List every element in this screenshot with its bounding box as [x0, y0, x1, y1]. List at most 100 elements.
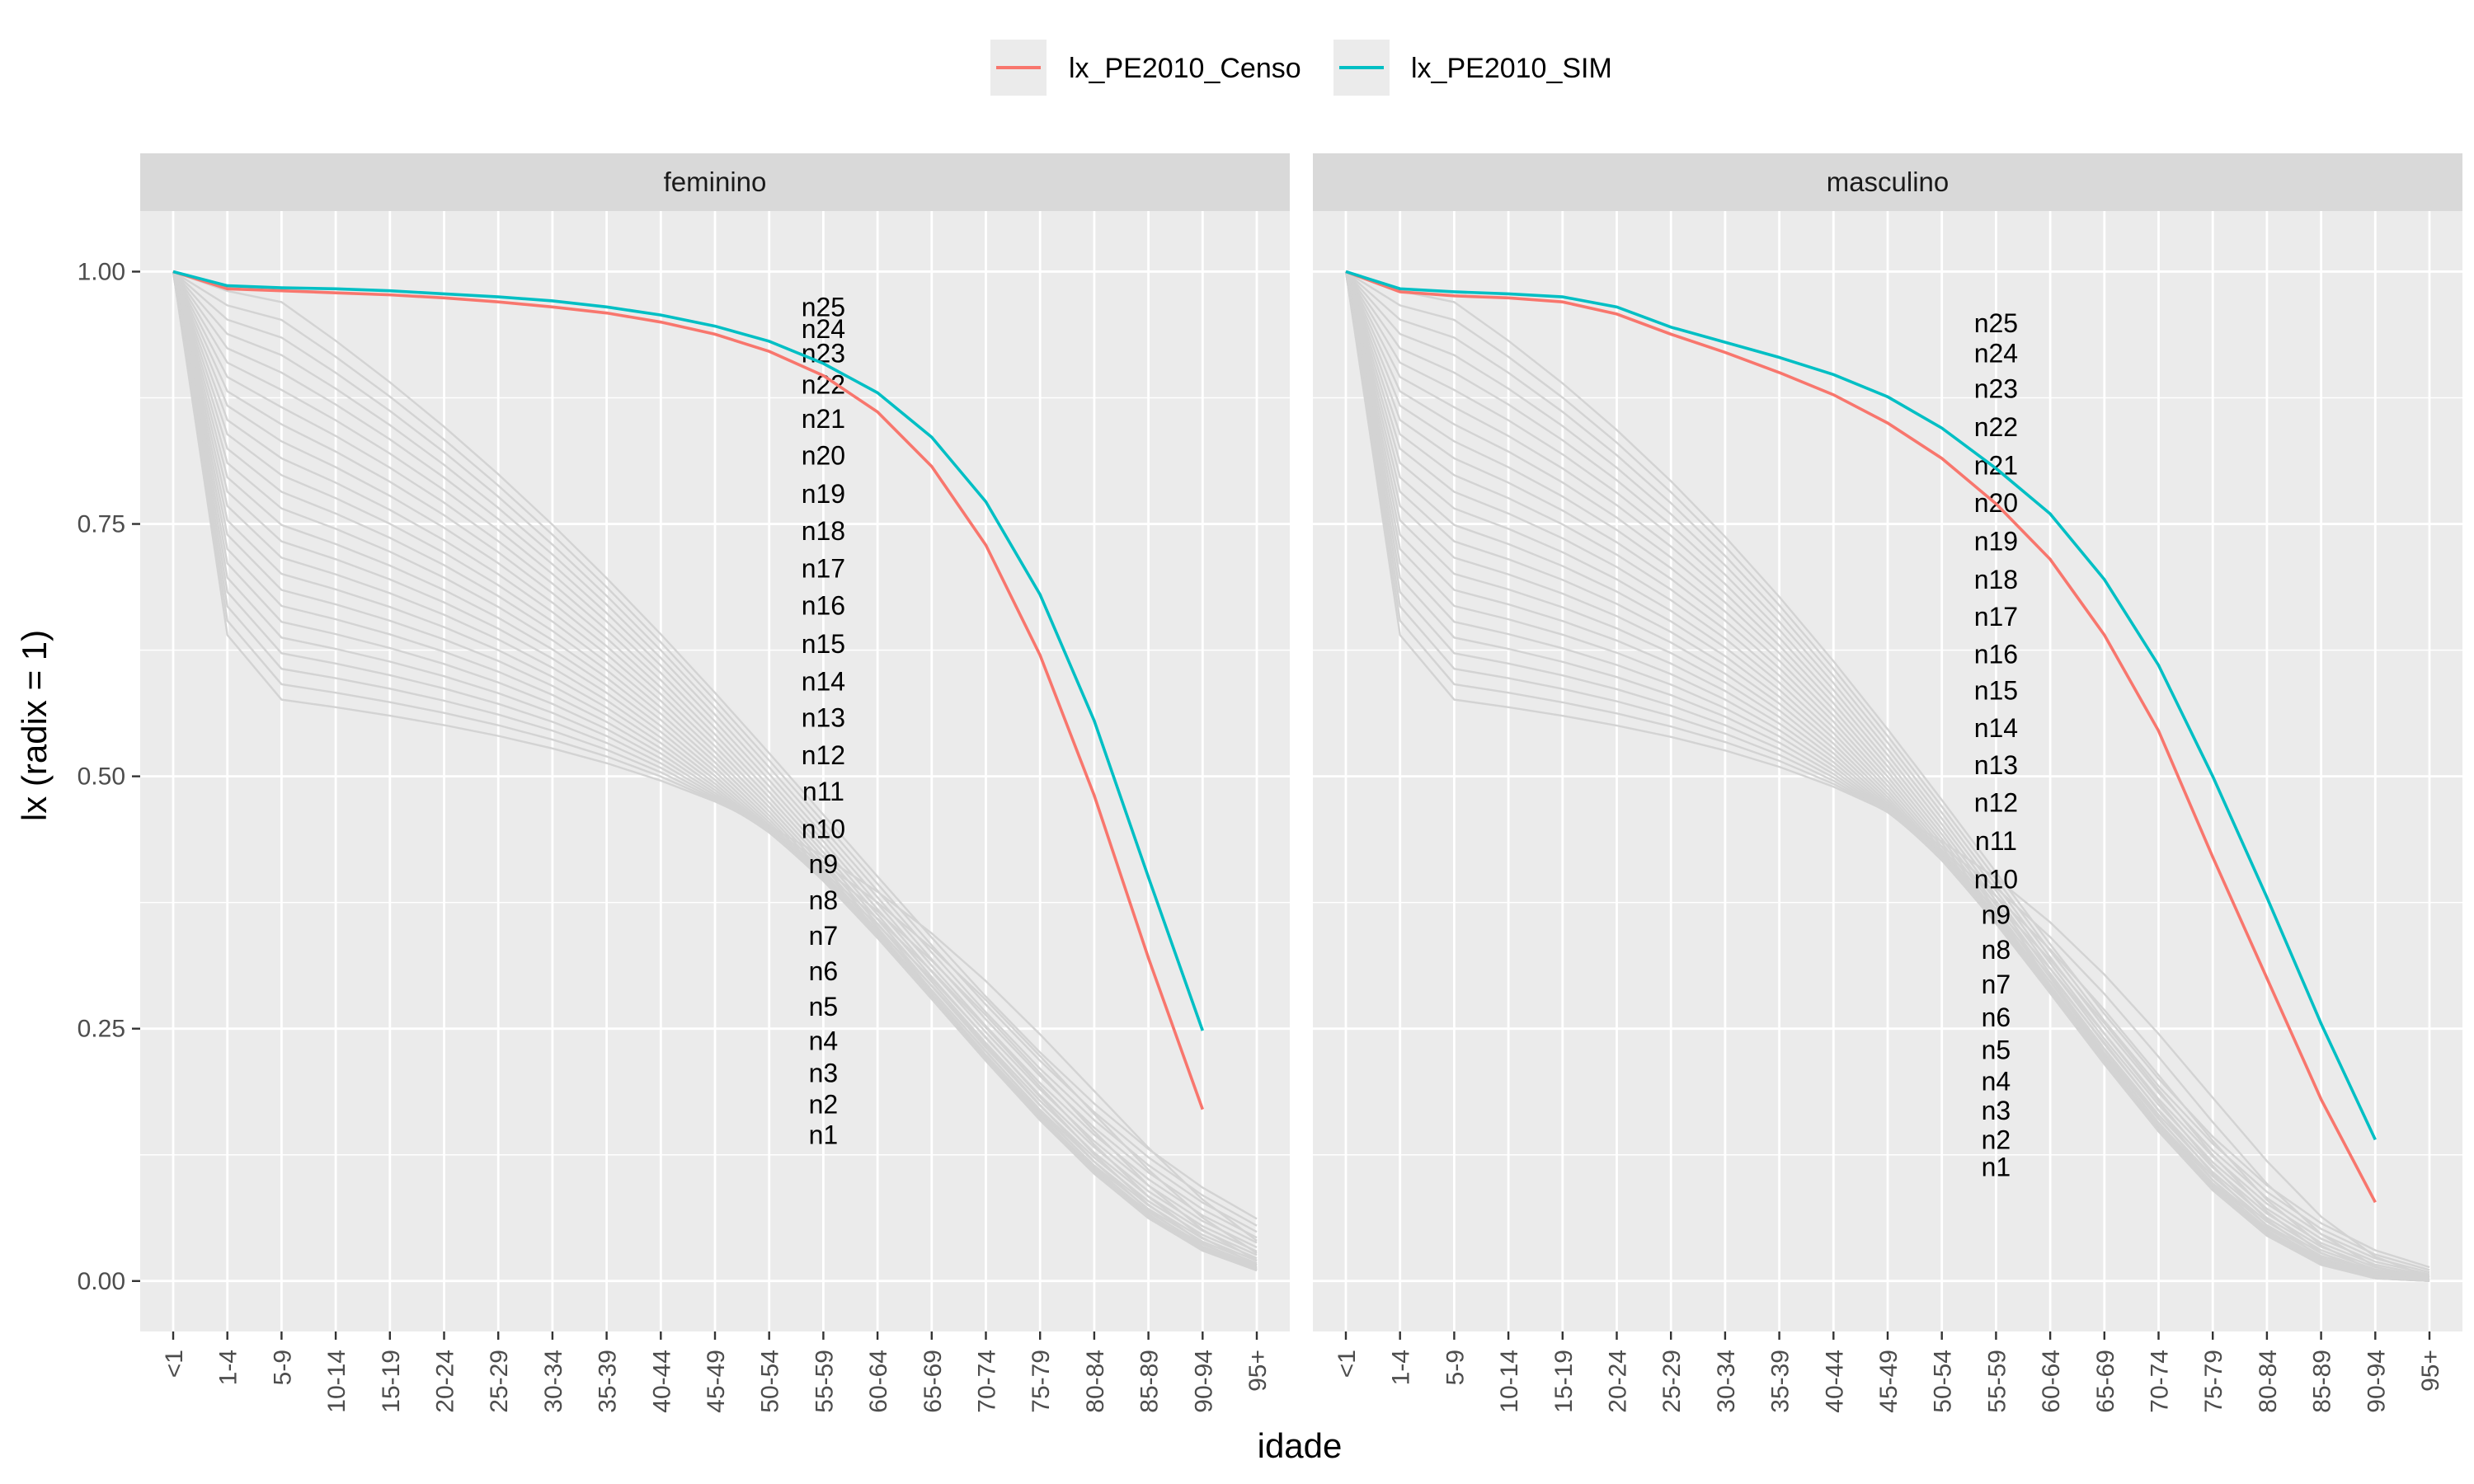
reference-label-n21: n21 [1974, 451, 2018, 481]
reference-label-n9: n9 [809, 849, 839, 879]
reference-label-n24: n24 [1974, 339, 2018, 369]
reference-line-n25 [172, 270, 1258, 1220]
legend-label-sim: lx_PE2010_SIM [1411, 53, 1612, 84]
reference-line-n13 [172, 271, 1258, 1268]
reference-label-n15: n15 [1974, 676, 2018, 706]
reference-line-n17 [172, 271, 1258, 1260]
reference-label-n17: n17 [802, 553, 845, 583]
x-tick-label: 10-14 [323, 1350, 350, 1413]
reference-label-n2: n2 [809, 1090, 839, 1120]
y-tick-label: 0.25 [78, 1016, 125, 1043]
reference-line-n13 [1344, 271, 2430, 1282]
x-tick-label: 5-9 [1442, 1350, 1469, 1385]
reference-line-n19 [172, 270, 1258, 1252]
reference-line-n6 [172, 271, 1258, 1270]
reference-line-n12 [172, 271, 1258, 1270]
x-tick-label: 45-49 [703, 1350, 730, 1413]
reference-label-n19: n19 [802, 479, 845, 509]
reference-label-n7: n7 [1982, 970, 2011, 999]
x-tick-label: 30-34 [540, 1350, 567, 1413]
reference-line-n16 [172, 271, 1258, 1262]
reference-label-n1: n1 [809, 1120, 839, 1149]
reference-label-n2: n2 [1982, 1125, 2011, 1154]
x-tick-label: 15-19 [378, 1350, 405, 1413]
reference-line-n25 [1345, 270, 2430, 1269]
reference-label-n24: n24 [802, 314, 845, 344]
reference-label-n12: n12 [1974, 787, 2018, 817]
reference-line-n15 [172, 271, 1258, 1265]
x-tick-label: 25-29 [1658, 1350, 1686, 1413]
reference-line-n23 [172, 270, 1258, 1233]
x-tick-label: 65-69 [920, 1350, 947, 1413]
y-tick-label: 0.00 [78, 1268, 125, 1295]
reference-line-n20 [172, 270, 1258, 1248]
reference-line-n16 [1344, 271, 2430, 1281]
reference-label-n16: n16 [802, 591, 845, 621]
x-tick-label: 45-49 [1875, 1350, 1903, 1413]
reference-label-n6: n6 [809, 956, 839, 986]
facet-title: masculino [1827, 167, 1950, 197]
reference-line-n17 [1344, 271, 2430, 1281]
reference-label-n8: n8 [1982, 935, 2011, 965]
x-tick-label: 15-19 [1550, 1350, 1578, 1413]
reference-label-n7: n7 [809, 921, 839, 951]
series-lx_PE2010_Censo [1345, 270, 2377, 1204]
x-tick-label: 50-54 [1930, 1350, 1957, 1413]
reference-label-n20: n20 [802, 440, 845, 470]
x-tick-label: 65-69 [2092, 1350, 2119, 1413]
y-tick-label: 0.50 [78, 763, 125, 791]
x-tick-label: 5-9 [269, 1350, 296, 1385]
reference-line-n19 [1344, 270, 2430, 1280]
x-tick-label: 25-29 [486, 1350, 513, 1413]
reference-label-n18: n18 [1974, 565, 2018, 594]
reference-label-n18: n18 [802, 516, 845, 546]
x-tick-label: 95+ [1244, 1350, 1272, 1392]
series-lx_PE2010_Censo [172, 270, 1204, 1111]
reference-label-n12: n12 [802, 740, 845, 770]
reference-line-n23 [1345, 270, 2430, 1274]
reference-label-n3: n3 [1982, 1096, 2011, 1125]
reference-line-n14 [172, 271, 1258, 1266]
reference-label-n6: n6 [1982, 1003, 2011, 1032]
reference-line-n24 [172, 270, 1258, 1227]
x-tick-label: 30-34 [1713, 1350, 1740, 1413]
x-tick-label: 35-39 [595, 1350, 622, 1413]
reference-line-n3 [172, 271, 1258, 1261]
series-lx_PE2010_SIM [172, 270, 1204, 1031]
x-tick-label: 90-94 [2363, 1350, 2390, 1413]
reference-label-n11: n11 [802, 777, 844, 806]
x-tick-label: 70-74 [974, 1350, 1001, 1413]
x-tick-label: 20-24 [1605, 1350, 1632, 1413]
reference-label-n25: n25 [802, 292, 845, 322]
x-tick-label: 70-74 [2147, 1350, 2174, 1413]
legend-label-censo: lx_PE2010_Censo [1069, 53, 1301, 84]
x-tick-label: <1 [161, 1350, 188, 1378]
reference-line-n18 [172, 270, 1258, 1256]
reference-label-n9: n9 [1982, 899, 2011, 929]
x-tick-label: 95+ [2417, 1350, 2444, 1392]
y-tick-label: 0.75 [78, 511, 125, 538]
x-tick-label: 85-89 [1136, 1350, 1164, 1413]
x-tick-label: <1 [1333, 1350, 1361, 1378]
facet-strip [1313, 153, 2462, 211]
reference-label-n23: n23 [1974, 373, 2018, 403]
facet-title: feminino [664, 167, 767, 197]
y-tick-label: 1.00 [78, 258, 125, 285]
facet-strip [140, 153, 1290, 211]
x-tick-label: 85-89 [2309, 1350, 2336, 1413]
x-tick-label: 10-14 [1496, 1350, 1523, 1413]
reference-label-n14: n14 [1974, 713, 2018, 743]
x-axis-title: idade [1258, 1426, 1343, 1465]
y-axis-title: lx (radix = 1) [15, 630, 54, 821]
reference-label-n10: n10 [802, 814, 845, 843]
reference-label-n10: n10 [1974, 865, 2018, 895]
reference-label-n17: n17 [1974, 602, 2018, 632]
x-tick-label: 55-59 [811, 1350, 838, 1413]
x-tick-label: 50-54 [757, 1350, 784, 1413]
reference-label-n25: n25 [1974, 308, 2018, 338]
reference-label-n15: n15 [802, 629, 845, 659]
reference-line-n21 [172, 270, 1258, 1244]
